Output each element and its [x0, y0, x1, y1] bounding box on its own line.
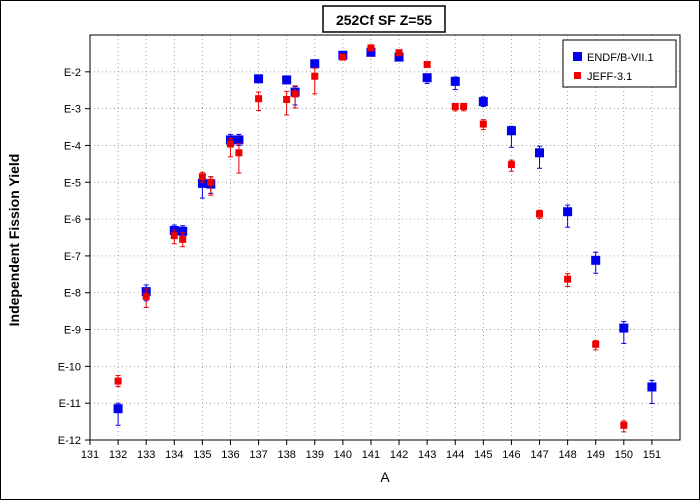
- series-endf: [113, 47, 657, 426]
- data-point: [478, 97, 488, 107]
- data-point: [255, 95, 263, 103]
- data-point: [310, 59, 320, 69]
- data-point: [113, 404, 123, 414]
- data-point: [564, 275, 572, 283]
- x-tick-label-148: 148: [558, 449, 576, 461]
- data-point: [536, 210, 544, 218]
- x-tick-label-133: 133: [137, 449, 155, 461]
- legend: ENDF/B-VII.1 JEFF-3.1: [562, 39, 677, 88]
- data-point: [366, 47, 376, 57]
- data-point: [339, 53, 347, 61]
- data-point: [535, 148, 545, 158]
- legend-label-jeff: JEFF-3.1: [587, 71, 632, 83]
- data-point: [178, 226, 188, 236]
- data-point: [394, 52, 404, 62]
- x-tick-label-147: 147: [530, 449, 548, 461]
- x-tick-label-135: 135: [193, 449, 211, 461]
- data-point: [114, 377, 122, 385]
- data-point: [207, 178, 215, 186]
- legend-box: [562, 39, 677, 88]
- x-tick-label-150: 150: [615, 449, 633, 461]
- y-tick-label-E-11: E-11: [59, 398, 81, 410]
- x-tick-label-138: 138: [277, 449, 295, 461]
- chart-title: 252Cf SF Z=55: [336, 12, 432, 28]
- data-point: [254, 74, 264, 84]
- data-point: [198, 173, 206, 181]
- data-point: [283, 95, 291, 103]
- x-tick-label-140: 140: [334, 449, 352, 461]
- y-axis-label: Independent Fission Yield: [6, 154, 22, 327]
- x-tick-label-131: 131: [81, 449, 99, 461]
- data-point: [179, 235, 187, 243]
- data-point: [395, 49, 403, 57]
- x-tick-label-136: 136: [221, 449, 239, 461]
- data-point: [226, 140, 234, 148]
- x-axis-label: A: [380, 469, 390, 485]
- chart-title-box: [322, 5, 446, 33]
- data-point: [170, 232, 178, 240]
- x-tick-label-137: 137: [249, 449, 267, 461]
- data-point: [142, 292, 150, 300]
- data-point: [291, 90, 299, 98]
- data-point: [311, 72, 319, 80]
- series-layer: [113, 44, 657, 433]
- x-tick-label-149: 149: [587, 449, 605, 461]
- grid-layer: [90, 35, 680, 440]
- y-tick-label-E-3: E-3: [64, 104, 81, 116]
- y-tick-label-E-9: E-9: [64, 325, 81, 337]
- data-point: [620, 421, 628, 429]
- data-point: [619, 323, 629, 333]
- tick-layer: 131 132 133 134 135 136 137 138 139 140 141 142 143 1…: [58, 67, 661, 461]
- data-point: [479, 120, 487, 128]
- y-tick-label-E-8: E-8: [64, 288, 81, 300]
- data-point: [506, 126, 516, 136]
- x-tick-label-132: 132: [109, 449, 127, 461]
- data-point: [647, 382, 657, 392]
- plot-area-border: [89, 34, 681, 441]
- data-point: [591, 255, 601, 265]
- x-tick-label-142: 142: [390, 449, 408, 461]
- data-point: [592, 340, 600, 348]
- y-tick-label-E-10: E-10: [58, 361, 81, 373]
- y-tick-label-E-2: E-2: [64, 67, 81, 79]
- x-tick-label-144: 144: [446, 449, 464, 461]
- x-tick-label-134: 134: [165, 449, 183, 461]
- x-tick-label-146: 146: [502, 449, 520, 461]
- data-point: [423, 60, 431, 68]
- data-point: [422, 73, 432, 83]
- data-point: [450, 76, 460, 86]
- series-jeff: [114, 44, 628, 433]
- data-point: [197, 178, 207, 188]
- data-point: [460, 102, 468, 110]
- x-tick-label-145: 145: [474, 449, 492, 461]
- data-point: [235, 149, 243, 157]
- legend-marker-endf: [573, 52, 582, 61]
- legend-label-endf: ENDF/B-VII.1: [587, 52, 654, 64]
- x-tick-label-141: 141: [362, 449, 380, 461]
- x-tick-label-151: 151: [643, 449, 661, 461]
- data-point: [367, 44, 375, 52]
- x-tick-label-143: 143: [418, 449, 436, 461]
- data-point: [507, 161, 515, 169]
- y-tick-label-E-12: E-12: [58, 435, 81, 447]
- data-point: [282, 75, 292, 85]
- y-tick-label-E-5: E-5: [64, 177, 81, 189]
- legend-marker-jeff: [574, 72, 581, 79]
- data-point: [451, 102, 459, 110]
- x-tick-label-139: 139: [306, 449, 324, 461]
- y-tick-label-E-6: E-6: [64, 214, 81, 226]
- y-tick-label-E-4: E-4: [64, 140, 81, 152]
- data-point: [234, 135, 244, 145]
- data-point: [563, 207, 573, 217]
- y-tick-label-E-7: E-7: [64, 251, 81, 263]
